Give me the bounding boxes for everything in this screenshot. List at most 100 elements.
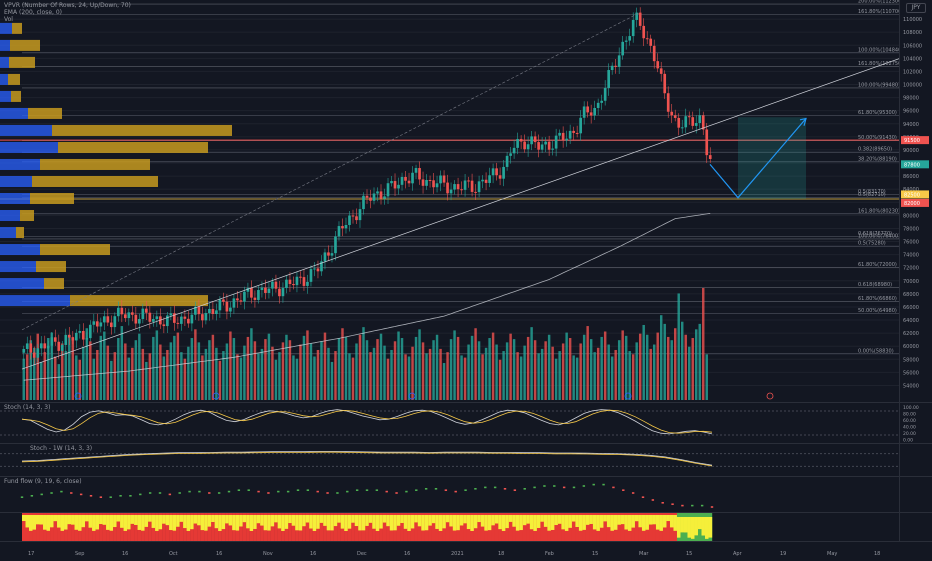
fund-flow-point — [326, 492, 329, 494]
momentum-strip-pane[interactable] — [0, 513, 900, 541]
momentum-strip-highlight — [43, 515, 47, 530]
momentum-strip-segment — [554, 513, 559, 541]
candle-body — [39, 343, 43, 349]
price-tick-label: 54000 — [903, 383, 919, 389]
momentum-strip-highlight — [645, 515, 650, 530]
momentum-strip-segment — [494, 513, 499, 541]
stoch-pane[interactable]: Stoch (14, 3, 3) — [0, 403, 900, 443]
momentum-strip-segment — [428, 513, 432, 541]
candle-body — [25, 343, 29, 349]
momentum-strip-segment — [337, 513, 341, 541]
momentum-strip-segment — [365, 513, 369, 541]
fund-flow-pane[interactable]: Fund flow (9, 19, 6, close) — [0, 477, 900, 512]
volume-bar — [47, 338, 50, 400]
volume-bar — [607, 344, 610, 400]
candle-body — [491, 168, 495, 176]
candle-body — [526, 144, 530, 150]
stoch-1w-axis — [899, 444, 932, 476]
strip-axis — [899, 513, 932, 541]
momentum-strip-highlight — [487, 515, 492, 531]
candle-body — [495, 168, 498, 176]
candle-body — [484, 179, 488, 183]
fund-flow-point — [375, 489, 379, 491]
scale-button[interactable]: JPY — [906, 3, 926, 13]
momentum-strip-highlight — [50, 515, 54, 528]
momentum-strip-segment — [508, 513, 513, 541]
fund-flow-point — [129, 495, 132, 497]
candle-body — [145, 308, 148, 313]
volume-bar — [334, 351, 337, 400]
candle-body — [481, 179, 484, 182]
candle-body — [285, 279, 288, 289]
stoch-1w-legend[interactable]: Stoch - 1W (14, 3, 3) — [30, 445, 93, 452]
fund-flow-point — [385, 490, 388, 493]
momentum-strip-highlight — [568, 515, 573, 528]
momentum-strip-highlight — [554, 515, 559, 526]
momentum-strip-highlight — [218, 515, 222, 531]
momentum-strip-highlight — [81, 515, 86, 528]
momentum-strip-highlight — [60, 515, 65, 531]
candle-body — [327, 252, 330, 256]
momentum-strip-segment — [85, 513, 89, 541]
price-axis[interactable]: 110000 108000 106000 104000 102000 100000 9800… — [899, 0, 932, 402]
momentum-strip-segment — [512, 513, 517, 541]
momentum-strip-segment — [445, 513, 450, 541]
volume-bar — [418, 329, 421, 400]
stoch-legend[interactable]: Stoch (14, 3, 3) — [4, 404, 51, 411]
fund-flow-point — [622, 489, 625, 491]
fund-flow-point — [523, 488, 526, 490]
volume-profile-down-bar — [40, 244, 110, 256]
volume-bar — [183, 358, 187, 400]
pane-separator[interactable] — [0, 512, 932, 513]
momentum-strip-segment — [305, 513, 310, 541]
time-axis-labels: 17 Sep 16 Oct 16 Nov 16 Dec 16 2021 18 Feb 15 Mar 15 Ap… — [28, 551, 880, 557]
candle-body — [239, 300, 243, 302]
time-tick-label: Sep — [75, 551, 84, 557]
momentum-strip-highlight — [708, 517, 713, 538]
candle-body — [120, 307, 124, 315]
volume-bar — [582, 334, 586, 400]
price-pane[interactable]: 200.00%(112300) 161.80%(110700) 100.00%(10… — [0, 0, 903, 402]
volume-bar — [267, 333, 271, 400]
volume-bar — [705, 354, 708, 400]
momentum-strip-highlight — [270, 515, 275, 527]
candle-body — [488, 175, 491, 183]
candle-body — [435, 183, 439, 188]
momentum-strip-highlight — [337, 515, 341, 523]
candle-body — [519, 138, 523, 142]
candle-body — [502, 166, 505, 179]
ema-legend[interactable]: EMA (200, close, 0) — [4, 9, 63, 16]
candle-body — [400, 176, 404, 185]
volume-profile-down-bar — [70, 295, 208, 307]
momentum-strip-segment — [459, 513, 464, 541]
pane-separator[interactable] — [0, 476, 932, 477]
momentum-strip-highlight — [596, 515, 601, 531]
fund-flow-legend[interactable]: Fund flow (9, 19, 6, close) — [4, 478, 82, 485]
fund-flow-point — [641, 496, 645, 498]
volume-profile-up-bar — [0, 22, 12, 34]
pane-separator[interactable] — [0, 443, 932, 444]
vol-legend[interactable]: Vol — [4, 16, 13, 23]
momentum-strip-highlight — [673, 515, 678, 531]
volume-bar — [75, 355, 78, 400]
vpvr-legend[interactable]: VPVR (Number Of Rows, 24, Up/Down, 70) — [4, 2, 131, 9]
candle-body — [299, 276, 302, 278]
stoch-1w-pane[interactable]: Stoch - 1W (14, 3, 3) — [0, 444, 900, 476]
momentum-strip-highlight — [407, 515, 411, 531]
candle-body — [288, 279, 292, 285]
candle-body — [551, 148, 554, 150]
price-chart[interactable]: 200.00%(112300) 161.80%(110700) 100.00%(10… — [0, 0, 903, 402]
volume-bar — [467, 344, 470, 400]
event-marker — [74, 392, 82, 400]
momentum-strip-highlight — [400, 515, 404, 524]
volume-bar — [498, 359, 502, 400]
momentum-strip-highlight — [36, 515, 40, 525]
momentum-strip-highlight — [309, 515, 313, 529]
volume-bar — [201, 355, 204, 400]
momentum-strip-highlight — [179, 515, 184, 522]
candle-body — [295, 276, 299, 286]
momentum-strip-highlight — [484, 515, 489, 531]
volume-bar — [33, 347, 36, 400]
momentum-strip-highlight — [78, 515, 82, 531]
pane-separator[interactable] — [0, 402, 932, 403]
